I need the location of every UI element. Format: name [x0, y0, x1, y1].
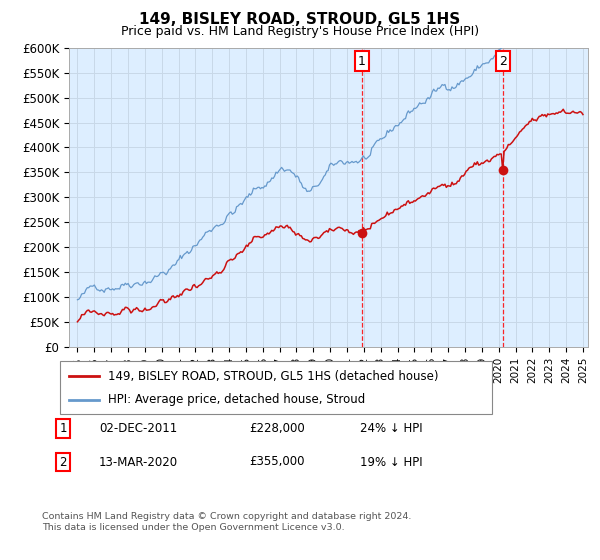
Text: 2: 2	[59, 455, 67, 469]
Text: 13-MAR-2020: 13-MAR-2020	[99, 455, 178, 469]
Text: 2: 2	[499, 54, 506, 68]
Text: £355,000: £355,000	[249, 455, 305, 469]
Text: 149, BISLEY ROAD, STROUD, GL5 1HS (detached house): 149, BISLEY ROAD, STROUD, GL5 1HS (detac…	[107, 370, 438, 382]
Text: 1: 1	[59, 422, 67, 435]
Text: 02-DEC-2011: 02-DEC-2011	[99, 422, 177, 435]
Text: 149, BISLEY ROAD, STROUD, GL5 1HS: 149, BISLEY ROAD, STROUD, GL5 1HS	[139, 12, 461, 27]
FancyBboxPatch shape	[60, 361, 492, 414]
Text: Price paid vs. HM Land Registry's House Price Index (HPI): Price paid vs. HM Land Registry's House …	[121, 25, 479, 38]
Text: £228,000: £228,000	[249, 422, 305, 435]
Text: 19% ↓ HPI: 19% ↓ HPI	[360, 455, 422, 469]
Text: Contains HM Land Registry data © Crown copyright and database right 2024.
This d: Contains HM Land Registry data © Crown c…	[42, 512, 412, 532]
Text: 1: 1	[358, 54, 366, 68]
Text: HPI: Average price, detached house, Stroud: HPI: Average price, detached house, Stro…	[107, 393, 365, 406]
Text: 24% ↓ HPI: 24% ↓ HPI	[360, 422, 422, 435]
